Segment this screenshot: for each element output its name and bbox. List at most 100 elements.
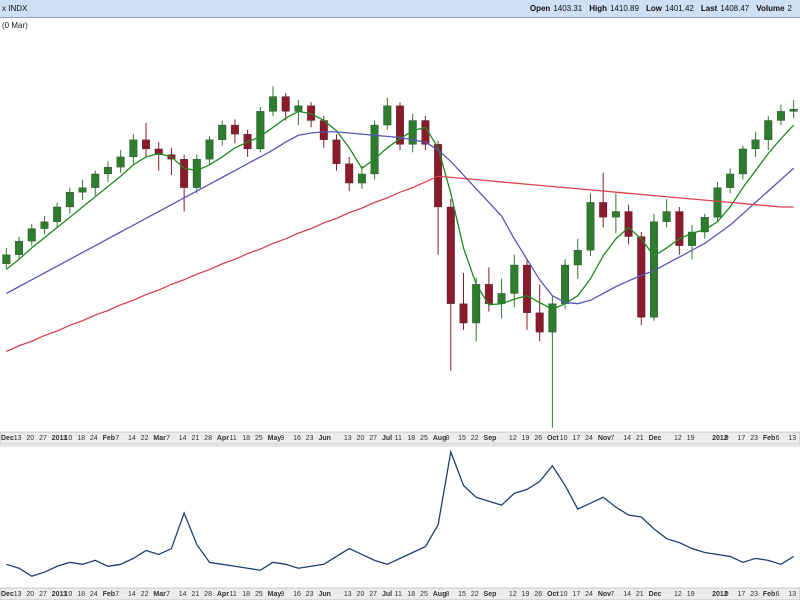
x-tick-label: Feb: [763, 435, 775, 442]
x-tick-label: 20: [26, 435, 34, 442]
x-tick-label: 28: [204, 435, 212, 442]
candle-body: [78, 187, 87, 193]
x-tick-label: 14: [128, 591, 136, 598]
candle-body: [91, 173, 100, 188]
quote-label: High: [589, 4, 608, 13]
x-tick-label: Sep: [484, 435, 497, 442]
volume-line: [6, 449, 794, 577]
x-tick-label: Apr: [217, 435, 229, 442]
x-tick-label: Jul: [382, 435, 392, 442]
x-tick-label: 20: [357, 435, 365, 442]
candle-body: [2, 254, 11, 265]
x-tick-label: 18: [77, 591, 85, 598]
x-tick-label: 25: [420, 435, 428, 442]
x-tick-label: 23: [750, 591, 758, 598]
candle-body: [650, 221, 658, 318]
x-tick-label: 18: [407, 435, 415, 442]
candle-body: [396, 105, 404, 145]
x-tick-label: 12: [509, 591, 517, 598]
x-tick-label: 9: [725, 435, 729, 442]
x-tick-label: 18: [407, 591, 415, 598]
x-tick-label: 23: [750, 435, 758, 442]
x-tick-label: 16: [293, 591, 301, 598]
x-tick-label: 6: [776, 435, 780, 442]
candle-body: [230, 124, 239, 135]
candle-body: [738, 148, 747, 175]
candle-body: [142, 139, 150, 150]
x-tick-label: 18: [77, 435, 85, 442]
x-axis-strip: [0, 431, 800, 445]
x-tick-label: Oct: [547, 591, 559, 598]
x-tick-label: 20: [26, 591, 34, 598]
x-tick-label: 6: [776, 591, 780, 598]
x-tick-label: 10: [560, 435, 568, 442]
x-axis-strip: [0, 587, 800, 600]
x-tick-label: 11: [395, 435, 402, 442]
quote-label: Volume: [756, 4, 785, 13]
x-tick-label: Apr: [217, 591, 229, 598]
x-tick-label: Nov: [598, 591, 611, 598]
x-tick-label: 7: [115, 591, 119, 598]
x-tick-label: Nov: [598, 435, 611, 442]
candle-body: [586, 202, 595, 251]
candle-body: [675, 211, 684, 246]
x-tick-label: 19: [687, 591, 695, 598]
x-tick-label: 7: [166, 435, 170, 442]
x-tick-label: 27: [369, 435, 377, 442]
x-tick-label: 13: [788, 435, 796, 442]
x-tick-label: Feb: [103, 435, 115, 442]
x-tick-label: 8: [445, 591, 449, 598]
x-tick-label: 2012: [712, 435, 728, 442]
x-tick-label: 7: [115, 435, 119, 442]
candle-body: [776, 111, 785, 121]
candle-body: [446, 206, 455, 304]
x-tick-label: 27: [39, 435, 47, 442]
x-tick-label: 20: [357, 591, 365, 598]
x-tick-label: 24: [90, 591, 98, 598]
x-tick-label: Dec: [1, 435, 14, 442]
candle-body: [218, 124, 227, 140]
x-tick-label: Dec: [1, 591, 14, 598]
candle-body: [205, 139, 214, 160]
candle-body: [40, 221, 49, 229]
quote-value: 1401.42: [664, 4, 694, 13]
candle-body: [294, 105, 303, 112]
candle-body: [688, 231, 697, 246]
candle-body: [611, 211, 620, 218]
candle-body: [53, 206, 62, 222]
x-tick-label: 2012: [712, 591, 728, 598]
x-tick-label: 25: [420, 591, 428, 598]
candle-body: [662, 211, 671, 222]
x-tick-label: 9: [280, 435, 284, 442]
x-tick-label: 24: [585, 435, 593, 442]
x-tick-label: 22: [141, 435, 149, 442]
x-tick-label: 14: [128, 435, 136, 442]
x-tick-label: 25: [255, 591, 263, 598]
x-tick-label: 12: [674, 435, 682, 442]
header-bar: x INDX Open 1403.31 High 1410.89 Low 1401.42 L…: [0, 0, 800, 18]
x-tick-label: 17: [738, 435, 746, 442]
quote-label: Last: [700, 4, 718, 13]
candle-body: [713, 187, 722, 218]
x-tick-label: 13: [788, 591, 796, 598]
x-tick-label: 11: [395, 591, 402, 598]
candle-body: [523, 264, 531, 313]
x-tick-label: 16: [293, 435, 301, 442]
x-tick-label: Feb: [763, 591, 775, 598]
candle-body: [751, 139, 760, 150]
x-tick-label: 26: [534, 591, 542, 598]
candle-body: [573, 250, 582, 266]
candle-body: [370, 124, 379, 175]
candle-body: [65, 192, 74, 208]
x-tick-label: Dec: [649, 435, 662, 442]
candle-body: [459, 303, 468, 324]
candle-body: [548, 303, 557, 333]
x-tick-label: 22: [471, 435, 479, 442]
candle-body: [599, 202, 608, 218]
x-tick-label: 21: [191, 435, 199, 442]
x-tick-label: 28: [204, 591, 212, 598]
x-tick-label: 27: [39, 591, 47, 598]
x-tick-label: 23: [306, 591, 314, 598]
quote-value: 2: [787, 4, 792, 13]
